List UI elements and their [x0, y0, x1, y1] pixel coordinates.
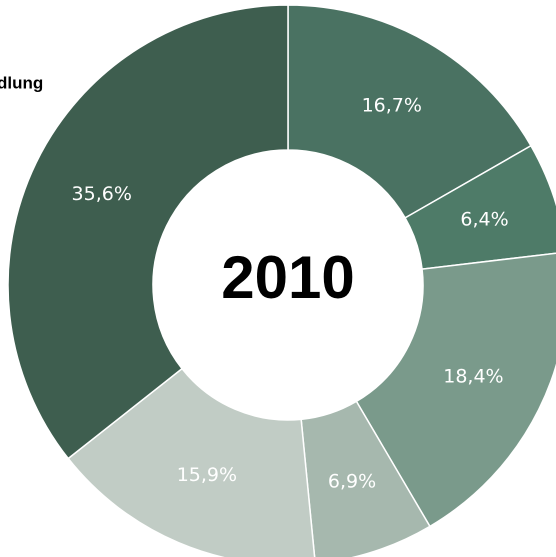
value-label: 35,6% [72, 183, 132, 205]
value-label: 16,7% [362, 94, 422, 116]
slice [404, 144, 556, 270]
slice [300, 400, 431, 557]
slice [7, 4, 289, 460]
chart-title: 2010 [221, 244, 354, 311]
label: dlung [0, 73, 43, 92]
value-label: 15,9% [177, 464, 237, 486]
slice [67, 367, 316, 557]
slice [287, 4, 532, 219]
value-label: 18,4% [443, 366, 503, 388]
slice [355, 252, 556, 528]
value-label: 6,4% [460, 209, 508, 231]
value-label: 6,9% [328, 470, 376, 492]
